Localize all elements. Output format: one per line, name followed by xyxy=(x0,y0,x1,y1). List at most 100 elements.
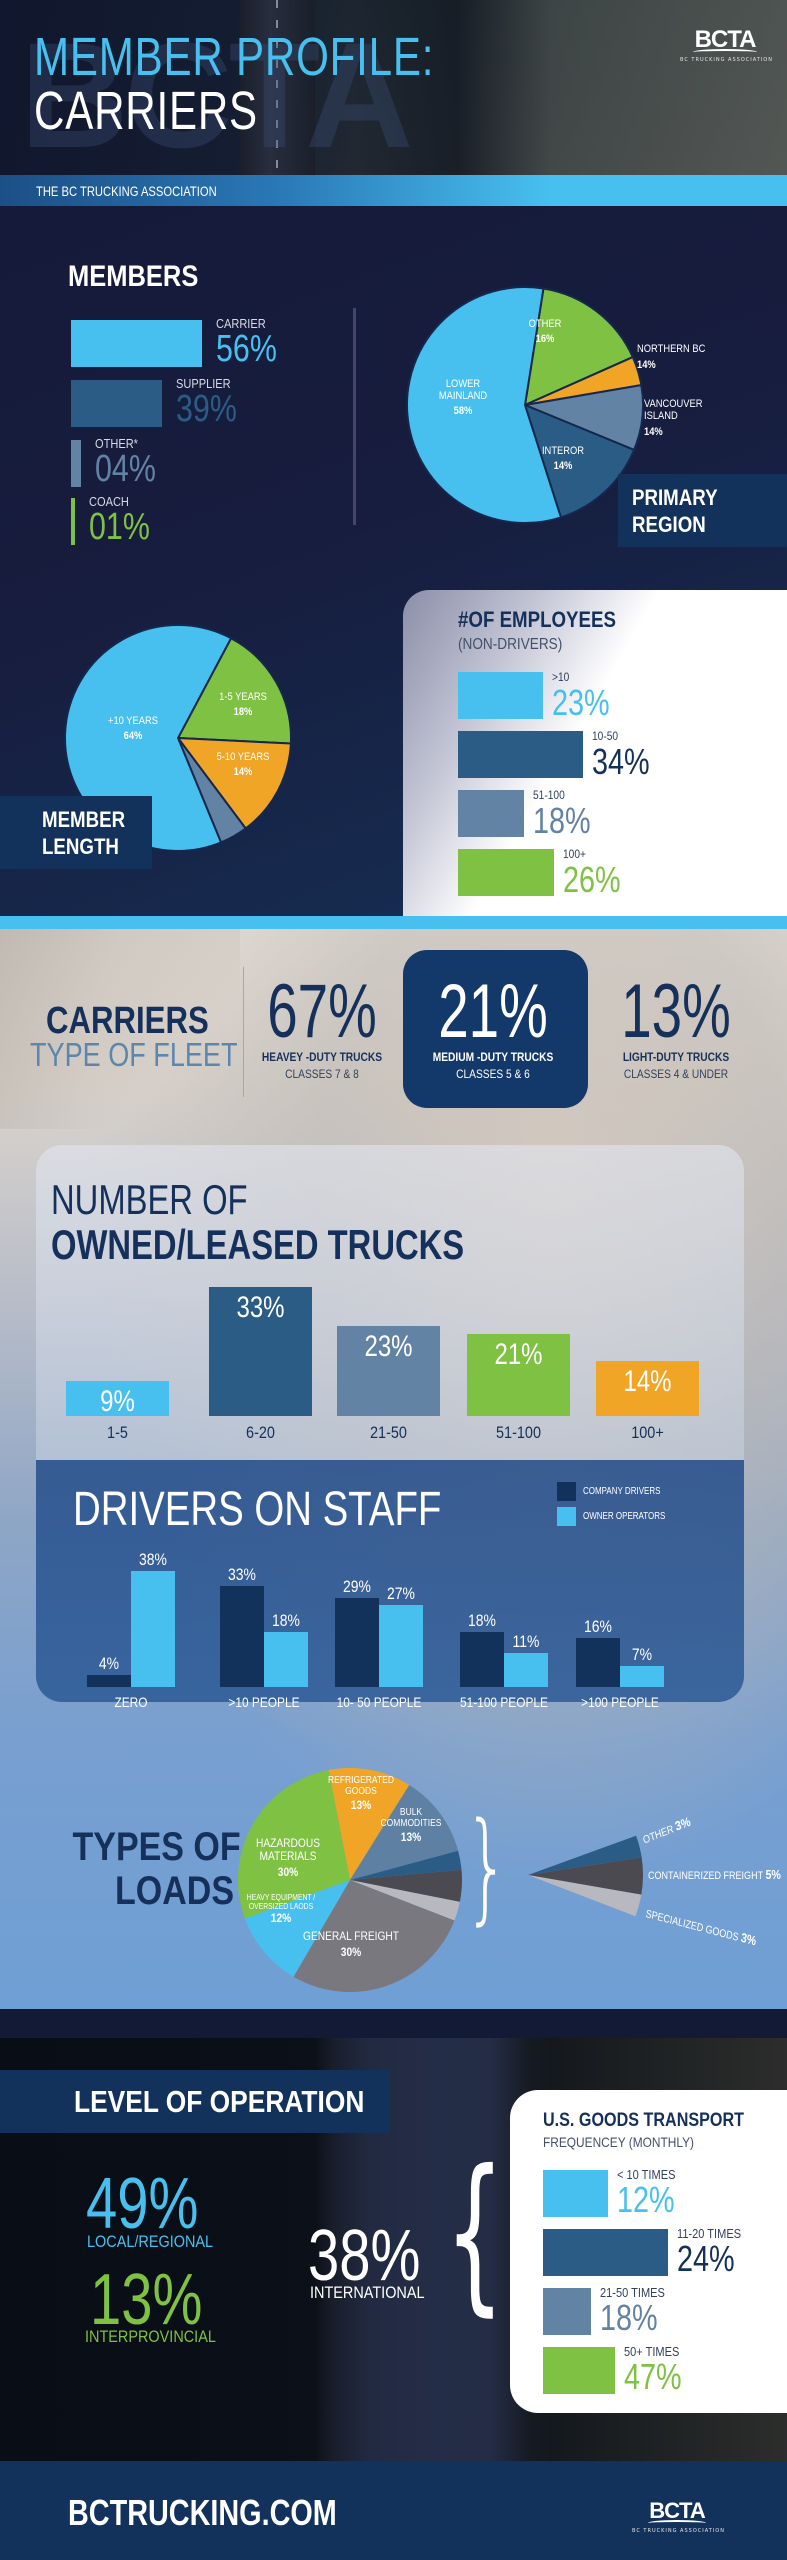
us-bar-10-times xyxy=(543,2170,608,2217)
loads-label-name: REFRIGERATED GOODS xyxy=(328,1775,394,1797)
loads-label-general-freight: GENERAL FREIGHT 30% xyxy=(300,1930,402,1959)
drivers-bar-10-50-people-owner-operators xyxy=(379,1604,423,1687)
fleet-divider xyxy=(243,967,244,1097)
pie-slice-hazardous-materials xyxy=(238,1770,350,1919)
members-pct-carrier: 56% xyxy=(216,328,277,370)
region-label-lower-mainland: LOWER MAINLAND 58% xyxy=(412,378,514,417)
drivers-value-10-people-company-drivers: 33% xyxy=(228,1565,256,1585)
website-link[interactable]: BCTRUCKING.COM xyxy=(68,2492,337,2533)
wedge-slice-other xyxy=(528,1835,642,1875)
loads-label-value: 30% xyxy=(277,1865,299,1879)
loads-label-name: GENERAL FREIGHT xyxy=(303,1929,399,1943)
owned-bar-value: 33% xyxy=(236,1291,285,1324)
pie-slice-1-5-years xyxy=(176,636,292,745)
loads-label-name: HAZARDOUS MATERIALS xyxy=(255,1836,321,1863)
length-label-5-10-years: 5-10 YEARS 14% xyxy=(192,751,294,778)
members-bar-coach xyxy=(71,498,75,545)
loads-label-heavy-equipment-oversized-laods: HEAVY EQUIPMENT / OVERSIZED LAODS 12% xyxy=(230,1893,332,1924)
members-pct-coach: 01% xyxy=(89,506,150,548)
level-title-box: LEVEL OF OPERATION xyxy=(0,2070,390,2133)
employees-bar-10 xyxy=(458,672,543,719)
wedge-label-name: CONTAINERIZED FREIGHT xyxy=(648,1870,766,1882)
length-label-value: 14% xyxy=(233,766,253,778)
owned-bar-value: 14% xyxy=(623,1365,672,1399)
region-label-name: INTEROR xyxy=(541,445,585,457)
drivers-bar-zero-owner-operators xyxy=(131,1571,175,1687)
pie-slice-lower-mainland xyxy=(406,286,563,524)
loads-label-value: 30% xyxy=(340,1945,362,1959)
us-label-50-times: 50+ TIMES xyxy=(624,2344,680,2359)
employees-subtitle: (NON-DRIVERS) xyxy=(458,636,563,653)
closing-brace-icon: } xyxy=(464,1798,510,1937)
pie-slice-containerized-freight xyxy=(350,1869,462,1902)
owned-label-21-50: 21-50 xyxy=(370,1423,407,1442)
region-label-value: 58% xyxy=(453,405,473,417)
pie-slice-other xyxy=(350,1850,462,1880)
owned-bar-value: 21% xyxy=(494,1337,543,1371)
interprovincial-pct: 13% xyxy=(90,2260,203,2340)
owned-bar-6-20: 33% xyxy=(209,1287,312,1416)
employees-bar-100 xyxy=(458,849,554,896)
fleet-pct: 13% xyxy=(621,969,731,1054)
primary-region-title: PRIMARY REGION xyxy=(618,474,787,547)
us-label-11-20-times: 11-20 TIMES xyxy=(677,2226,742,2241)
owned-label-6-20: 6-20 xyxy=(246,1423,275,1442)
loads-label-name: BULK COMMODITIES xyxy=(380,1807,442,1829)
drivers-value-zero-company-drivers: 4% xyxy=(98,1653,120,1673)
owned-label-51-100: 51-100 xyxy=(496,1423,541,1442)
fleet-name: HEAVEY -DUTY TRUCKS xyxy=(261,1050,383,1064)
drivers-bar-zero-company-drivers xyxy=(87,1674,131,1687)
employees-title: #OF EMPLOYEES xyxy=(458,607,616,632)
page-title-line1: MEMBER PROFILE: xyxy=(34,27,435,87)
employees-pct-51-100: 18% xyxy=(533,800,591,841)
drivers-bar-100-people-company-drivers xyxy=(576,1638,620,1687)
length-label-1-5-years: 1-5 YEARS 18% xyxy=(192,691,294,718)
members-pct-supplier: 39% xyxy=(176,388,238,430)
highway-photo xyxy=(240,0,315,175)
local-regional-pct: 49% xyxy=(86,2164,199,2244)
legend-swatch-owner xyxy=(557,1507,576,1526)
drivers-value-100-people-owner-operators: 7% xyxy=(631,1644,653,1664)
interprovincial-label: INTERPROVINCIAL xyxy=(85,2327,216,2346)
loads-title-line1: TYPES OF xyxy=(72,1825,241,1869)
us-bar-21-50-times xyxy=(543,2288,591,2335)
fleet-pct: 21% xyxy=(438,969,548,1054)
international-label: INTERNATIONAL xyxy=(310,2283,425,2302)
region-label-value: 14% xyxy=(644,426,663,438)
drivers-value-51-100-people-owner-operators: 11% xyxy=(512,1632,540,1652)
drivers-title: DRIVERS ON STAFF xyxy=(73,1483,442,1536)
drivers-category-51-100-people: 51-100 PEOPLE xyxy=(459,1694,548,1710)
members-label-other: OTHER* xyxy=(95,436,138,451)
local-regional-label: LOCAL/REGIONAL xyxy=(87,2232,214,2251)
owned-bar-value: 9% xyxy=(100,1384,135,1418)
length-label-name: 1-5 YEARS xyxy=(219,691,267,703)
loads-detail-wedge xyxy=(528,1835,643,1917)
us-label-10-times: < 10 TIMES xyxy=(617,2167,676,2182)
owned-title-line1: NUMBER OF xyxy=(51,1176,248,1223)
us-transport-subtitle: FREQUENCEY (MONTHLY) xyxy=(543,2134,694,2150)
employees-pct-10: 23% xyxy=(551,682,610,723)
level-title: LEVEL OF OPERATION xyxy=(74,2084,365,2119)
region-label-interor: INTEROR 14% xyxy=(512,445,614,472)
employees-bar-10-50 xyxy=(458,731,583,778)
owned-bar-51-100: 21% xyxy=(467,1333,570,1416)
footer-logo-swoosh-icon xyxy=(648,2520,706,2526)
length-label-name: +10 YEARS xyxy=(108,715,158,727)
region-label-name: OTHER xyxy=(528,318,562,330)
drivers-value-zero-owner-operators: 38% xyxy=(139,1550,167,1569)
owned-label-1-5: 1-5 xyxy=(107,1423,128,1442)
drivers-value-10-50-people-company-drivers: 29% xyxy=(343,1577,371,1597)
members-label-coach: COACH xyxy=(89,494,129,509)
fleet-title: CARRIERS xyxy=(46,1000,209,1042)
primary-region-pie xyxy=(406,286,644,524)
members-title: MEMBERS xyxy=(68,260,199,293)
pie-slice-other xyxy=(523,287,635,407)
member-length-title-line1: MEMBER xyxy=(42,807,126,832)
logo-mark: BCTA xyxy=(694,26,757,53)
loads-label-bulk-commodities: BULK COMMODITIES 13% xyxy=(360,1807,462,1843)
loads-title: TYPES OF LOADS xyxy=(44,1825,241,1913)
employees-label-10-50: 10-50 xyxy=(592,729,619,743)
drivers-value-100-people-company-drivers: 16% xyxy=(584,1617,612,1637)
length-label-value: 18% xyxy=(233,706,253,718)
region-label-name: LOWER MAINLAND xyxy=(438,378,488,402)
